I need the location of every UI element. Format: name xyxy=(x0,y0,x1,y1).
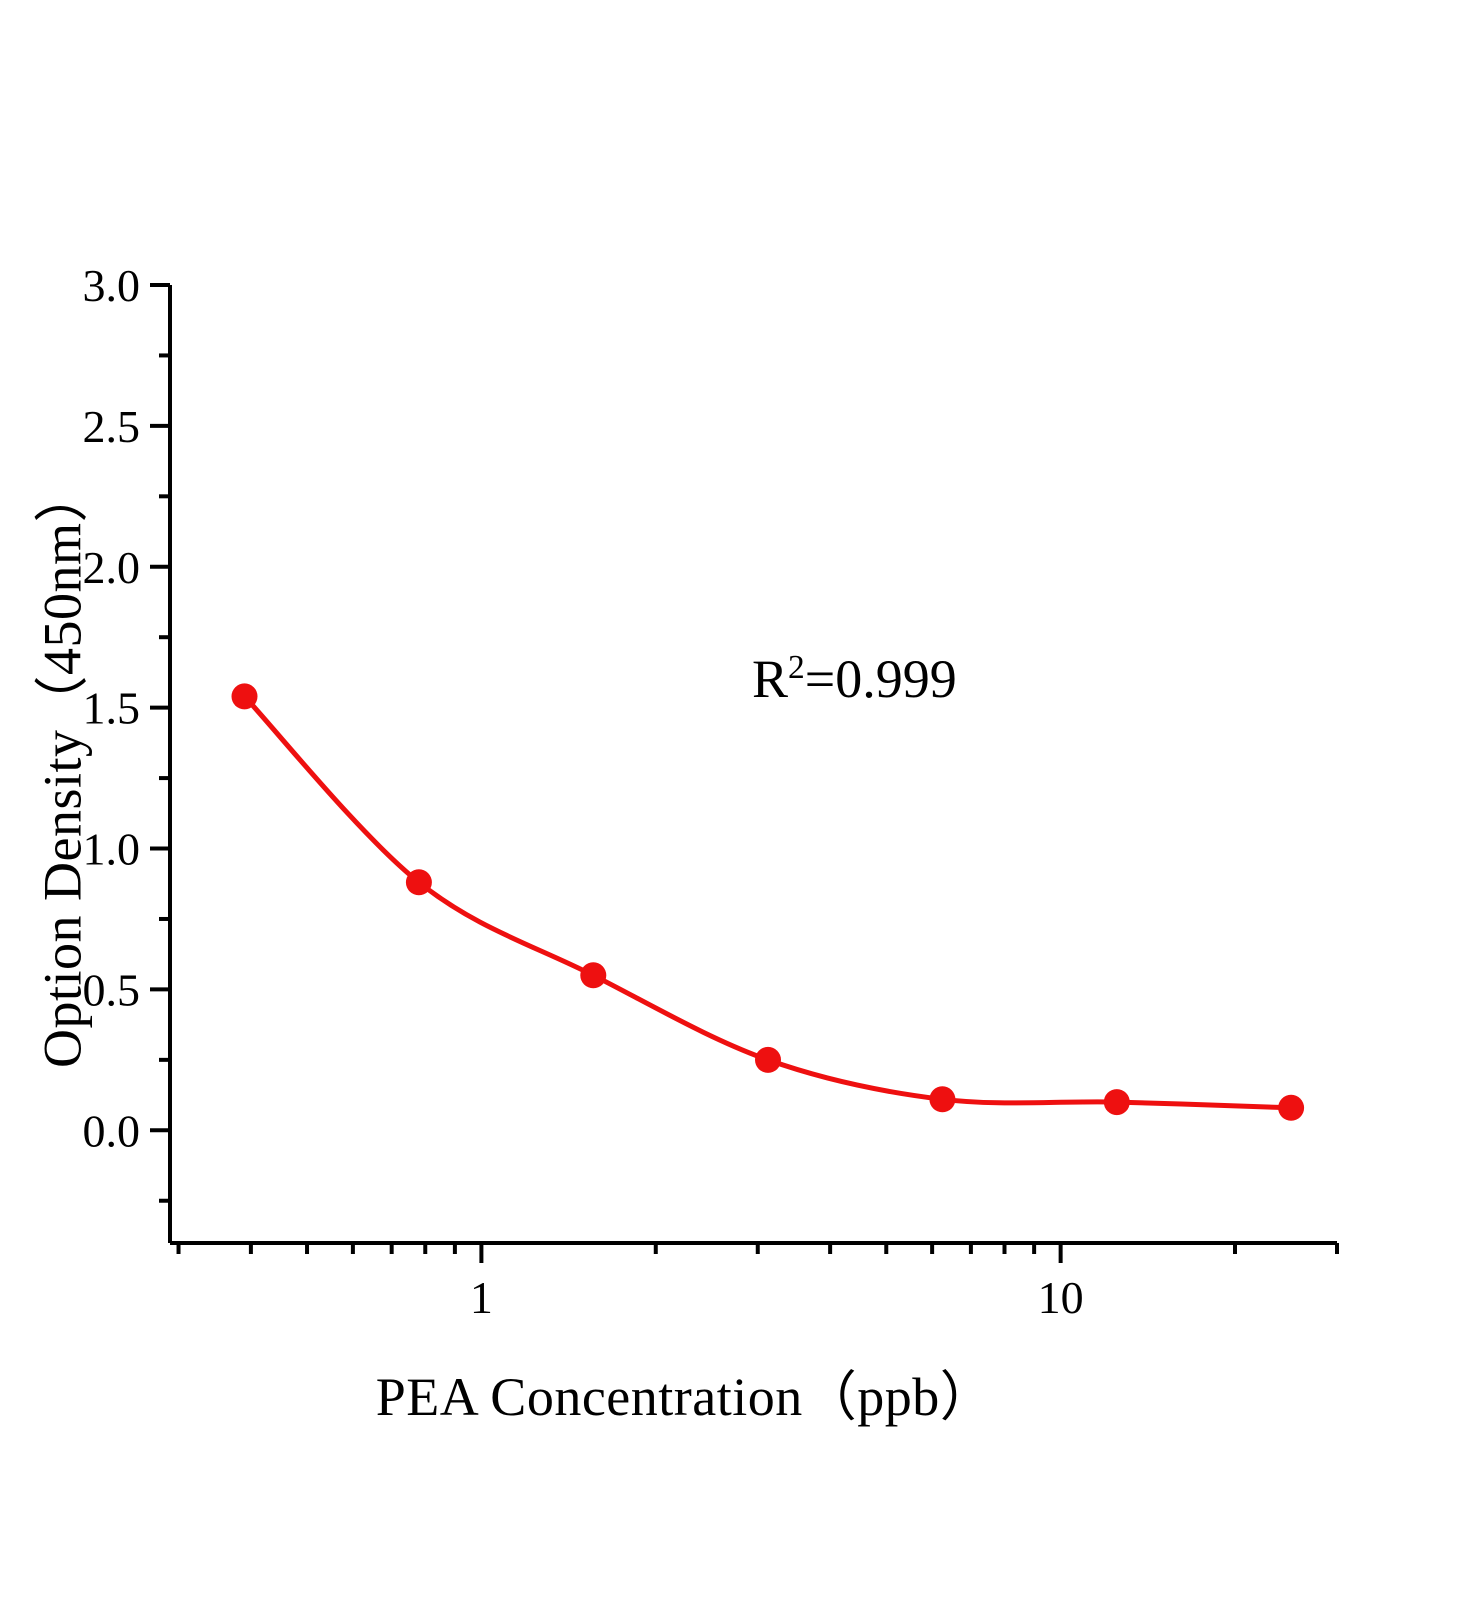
r-squared-base: R xyxy=(752,649,789,709)
r-squared-annotation: R2=0.999 xyxy=(752,648,957,710)
y-axis-title: Option Density（450nm） xyxy=(32,468,93,1068)
y-tick-label: 2.5 xyxy=(83,401,141,452)
fit-curve xyxy=(242,693,1294,1111)
y-tick-label: 2.0 xyxy=(83,542,141,593)
data-point xyxy=(1103,1089,1130,1116)
x-tick-label: 1 xyxy=(470,1272,493,1323)
y-tick-label: 0.0 xyxy=(83,1105,141,1156)
data-point xyxy=(405,869,432,896)
x-tick-label: 10 xyxy=(1038,1272,1084,1323)
data-point xyxy=(231,683,258,710)
y-tick-label: 1.0 xyxy=(83,824,141,875)
y-tick-label: 0.5 xyxy=(83,964,141,1015)
data-point xyxy=(755,1046,781,1073)
r-squared-exponent: 2 xyxy=(788,649,805,686)
y-tick-label: 1.5 xyxy=(83,683,141,734)
data-point xyxy=(929,1086,956,1113)
r-squared-value: =0.999 xyxy=(804,649,957,709)
data-point xyxy=(580,962,607,989)
x-axis-title: PEA Concentration（ppb） xyxy=(375,1367,995,1427)
y-tick-label: 3.0 xyxy=(83,260,141,311)
data-point xyxy=(1278,1094,1305,1121)
